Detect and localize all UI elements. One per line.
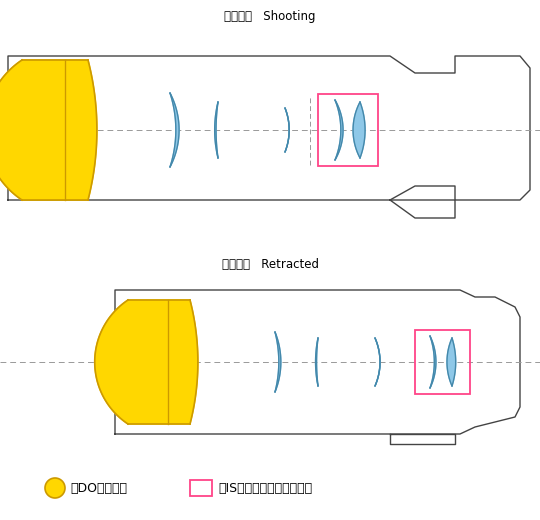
Polygon shape bbox=[375, 338, 380, 386]
Bar bbox=[190, 480, 212, 496]
Polygon shape bbox=[315, 338, 318, 386]
Text: はISユニットを表します。: はISユニットを表します。 bbox=[218, 482, 312, 495]
Polygon shape bbox=[215, 102, 218, 158]
Polygon shape bbox=[447, 338, 456, 386]
Polygon shape bbox=[275, 332, 281, 392]
Text: はDOレンズ、: はDOレンズ、 bbox=[70, 482, 127, 495]
Polygon shape bbox=[390, 434, 455, 444]
Circle shape bbox=[45, 478, 65, 498]
Polygon shape bbox=[94, 300, 198, 424]
Polygon shape bbox=[8, 56, 530, 200]
Polygon shape bbox=[335, 100, 343, 160]
Bar bbox=[318, 94, 378, 166]
Polygon shape bbox=[353, 102, 365, 158]
Polygon shape bbox=[0, 60, 97, 200]
Polygon shape bbox=[115, 290, 520, 434]
Text: 撮影状態   Shooting: 撮影状態 Shooting bbox=[224, 10, 316, 23]
Polygon shape bbox=[285, 108, 289, 152]
Bar bbox=[415, 330, 470, 394]
Polygon shape bbox=[430, 336, 436, 388]
Text: 沈胴状態   Retracted: 沈胴状態 Retracted bbox=[221, 258, 319, 271]
Polygon shape bbox=[390, 200, 455, 218]
Polygon shape bbox=[170, 93, 179, 167]
